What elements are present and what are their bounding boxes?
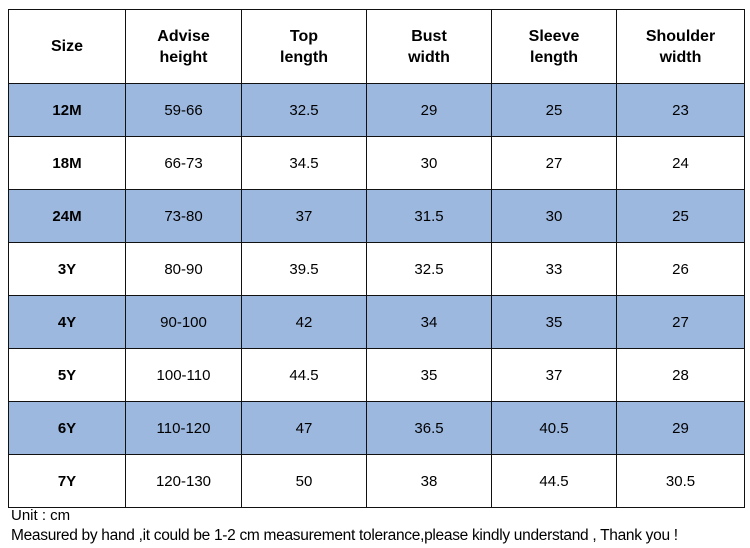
size-cell: 5Y: [8, 348, 126, 402]
measurement-cell: 34: [366, 295, 492, 349]
measurement-cell: 25: [616, 189, 745, 243]
column-header: Advise height: [125, 9, 242, 84]
measurement-cell: 31.5: [366, 189, 492, 243]
size-cell: 7Y: [8, 454, 126, 508]
size-chart-table: Size Advise height Top length Bust width Sleeve…: [8, 9, 745, 508]
measurement-cell: 30.5: [616, 454, 745, 508]
column-header: Top length: [241, 9, 367, 84]
column-header: Shoulder width: [616, 9, 745, 84]
measurement-cell: 32.5: [366, 242, 492, 296]
measurement-cell: 34.5: [241, 136, 367, 190]
column-header-line: Bust: [411, 27, 447, 45]
measurement-cell: 29: [616, 401, 745, 455]
table-row: 24M 73-80 37 31.5 30 25: [8, 189, 745, 243]
measurement-cell: 37: [491, 348, 617, 402]
measurement-cell: 42: [241, 295, 367, 349]
measurement-cell: 110-120: [125, 401, 242, 455]
column-header-line: length: [530, 48, 578, 66]
column-header-line: width: [408, 48, 450, 66]
measurement-cell: 28: [616, 348, 745, 402]
column-header-line: Size: [50, 38, 83, 55]
column-header-line: Sleeve: [528, 27, 580, 45]
measurement-cell: 27: [616, 295, 745, 349]
size-cell: 18M: [8, 136, 126, 190]
measurement-cell: 25: [491, 83, 617, 137]
measurement-cell: 33: [491, 242, 617, 296]
measurement-cell: 73-80: [125, 189, 242, 243]
size-cell: 12M: [8, 83, 126, 137]
measurement-cell: 32.5: [241, 83, 367, 137]
measurement-cell: 80-90: [125, 242, 242, 296]
size-cell: 3Y: [8, 242, 126, 296]
column-header: Sleeve length: [491, 9, 617, 84]
size-cell: 24M: [8, 189, 126, 243]
size-cell: 4Y: [8, 295, 126, 349]
measurement-cell: 35: [491, 295, 617, 349]
measurement-cell: 47: [241, 401, 367, 455]
column-header-line: Shoulder: [645, 27, 716, 45]
column-header-line: Top: [289, 27, 319, 45]
measurement-cell: 36.5: [366, 401, 492, 455]
column-header-line: Advise: [157, 27, 210, 45]
measurement-cell: 29: [366, 83, 492, 137]
measurement-cell: 38: [366, 454, 492, 508]
size-cell: 6Y: [8, 401, 126, 455]
measurement-cell: 66-73: [125, 136, 242, 190]
table-row: 6Y 110-120 47 36.5 40.5 29: [8, 401, 745, 455]
measurement-cell: 30: [491, 189, 617, 243]
column-header-line: width: [659, 48, 702, 66]
column-header: Size: [8, 9, 126, 84]
table-row: 12M 59-66 32.5 29 25 23: [8, 83, 745, 137]
measurement-cell: 35: [366, 348, 492, 402]
table-row: 7Y 120-130 50 38 44.5 30.5: [8, 454, 745, 508]
measurement-cell: 90-100: [125, 295, 242, 349]
measurement-cell: 26: [616, 242, 745, 296]
measurement-cell: 40.5: [491, 401, 617, 455]
measurement-cell: 27: [491, 136, 617, 190]
table-row: 18M 66-73 34.5 30 27 24: [8, 136, 745, 190]
tolerance-note: Measured by hand ,it could be 1-2 cm mea…: [11, 527, 678, 544]
measurement-cell: 50: [241, 454, 367, 508]
measurement-cell: 30: [366, 136, 492, 190]
measurement-cell: 24: [616, 136, 745, 190]
measurement-cell: 37: [241, 189, 367, 243]
measurement-cell: 120-130: [125, 454, 242, 508]
table-row: 5Y 100-110 44.5 35 37 28: [8, 348, 745, 402]
table-row: 3Y 80-90 39.5 32.5 33 26: [8, 242, 745, 296]
measurement-cell: 39.5: [241, 242, 367, 296]
measurement-cell: 100-110: [125, 348, 242, 402]
measurement-cell: 59-66: [125, 83, 242, 137]
unit-note: Unit : cm: [11, 507, 71, 524]
column-header-line: height: [159, 48, 208, 66]
measurement-cell: 23: [616, 83, 745, 137]
measurement-cell: 44.5: [491, 454, 617, 508]
column-header-line: length: [280, 48, 328, 66]
table-row: 4Y 90-100 42 34 35 27: [8, 295, 745, 349]
header-row: Size Advise height Top length Bust width Sleeve…: [8, 9, 745, 84]
column-header: Bust width: [366, 9, 492, 84]
measurement-cell: 44.5: [241, 348, 367, 402]
